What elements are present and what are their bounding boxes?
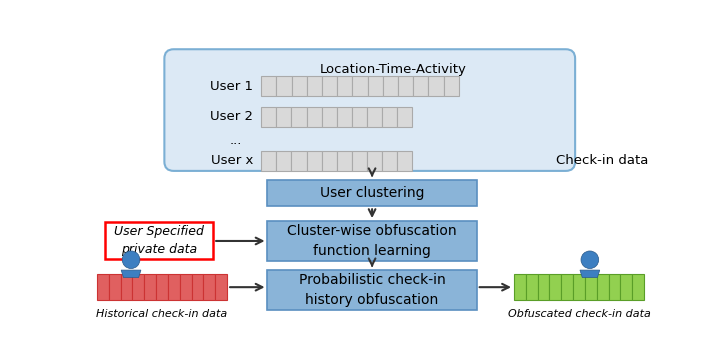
Bar [526,274,537,300]
Bar [216,274,227,300]
Bar [444,76,459,96]
Bar [585,274,597,300]
Bar [267,221,477,261]
Text: Location-Time-Activity: Location-Time-Activity [319,63,466,76]
Bar [261,151,277,171]
Bar [192,274,203,300]
Bar [156,274,168,300]
Text: User clustering: User clustering [320,186,424,200]
Bar [322,151,337,171]
Bar [397,151,412,171]
Text: Obfuscated check-in data: Obfuscated check-in data [507,309,650,319]
Bar [261,107,277,127]
Bar [121,274,132,300]
Bar [597,274,608,300]
Bar [367,76,383,96]
Bar [292,76,307,96]
FancyBboxPatch shape [164,49,575,171]
Bar [109,274,121,300]
Bar [550,274,561,300]
Bar [277,151,291,171]
Polygon shape [580,270,600,278]
Bar [180,274,192,300]
Bar [144,274,156,300]
Bar [367,151,382,171]
Polygon shape [121,270,141,278]
Bar [428,76,444,96]
Bar [322,107,337,127]
Bar [168,274,180,300]
Bar [291,151,306,171]
Bar [382,151,397,171]
Text: Check-in data: Check-in data [555,154,648,167]
Text: User 2: User 2 [211,111,253,123]
Bar [338,76,352,96]
Bar [573,274,585,300]
Bar [306,107,322,127]
Text: Probabilistic check-in
history obfuscation: Probabilistic check-in history obfuscati… [298,274,446,307]
Bar [383,76,398,96]
Bar [261,76,277,96]
Text: User x: User x [211,154,253,167]
Bar [352,76,367,96]
Bar [352,151,367,171]
Bar [397,107,412,127]
Bar [337,107,352,127]
Bar [398,76,413,96]
Bar [382,107,397,127]
Bar [322,76,338,96]
Bar [514,274,526,300]
Bar [337,151,352,171]
Bar [537,274,550,300]
Bar [267,180,477,206]
Bar [132,274,144,300]
Text: User 1: User 1 [211,80,253,93]
Bar [291,107,306,127]
Bar [277,107,291,127]
Text: User Specified
private data: User Specified private data [114,225,204,256]
Bar [367,107,382,127]
Bar [97,274,109,300]
Bar [105,223,213,260]
Bar [203,274,216,300]
Bar [352,107,367,127]
Bar [632,274,644,300]
Bar [306,151,322,171]
Bar [413,76,428,96]
Bar [561,274,573,300]
Text: Cluster-wise obfuscation
function learning: Cluster-wise obfuscation function learni… [287,224,457,258]
Bar [277,76,292,96]
Circle shape [122,251,140,269]
Bar [608,274,621,300]
Bar [307,76,322,96]
Circle shape [581,251,599,269]
Bar [621,274,632,300]
Bar [267,270,477,310]
Text: Historical check-in data: Historical check-in data [97,309,228,319]
Text: ...: ... [229,134,242,146]
